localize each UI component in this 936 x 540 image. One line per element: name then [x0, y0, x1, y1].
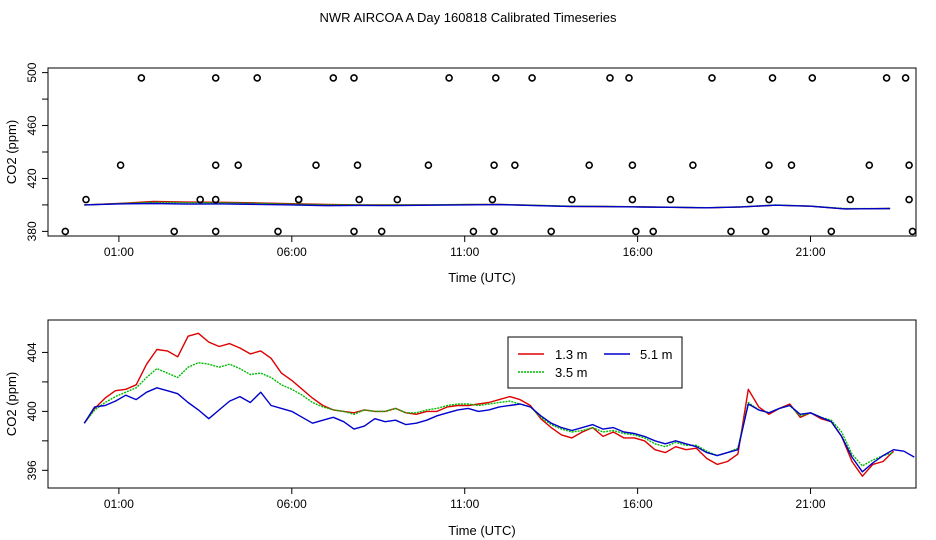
top-scatter-point: [377, 227, 386, 236]
legend-label-3-5m: 3.5 m: [555, 365, 588, 380]
top-scatter-point: [865, 161, 874, 169]
bottom-y-axis-label: CO2 (ppm): [4, 372, 19, 436]
top-scatter-point: [528, 74, 536, 82]
top-scatter-point: [491, 74, 500, 82]
bottom-plot-frame: [47, 319, 917, 489]
top-scatter-point: [170, 227, 178, 236]
chart-legend: 1.3 m 5.1 m 3.5 m: [507, 336, 683, 389]
top-y-axis-label: CO2 (ppm): [4, 120, 19, 184]
bottom-x-tick-label: 06:00: [277, 497, 307, 511]
top-series-5-1-m: [84, 202, 891, 210]
top-scatter-point: [350, 74, 358, 82]
top-scatter-point: [274, 227, 282, 236]
bottom-x-tick-label: 16:00: [623, 497, 653, 511]
legend-box: [507, 336, 683, 389]
top-scatter-point: [547, 227, 556, 236]
top-scatter-point: [625, 74, 633, 82]
top-scatter-point: [846, 195, 855, 204]
top-scatter-point: [294, 195, 303, 204]
top-scatter-point: [689, 161, 697, 169]
top-scatter-point: [393, 195, 402, 204]
top-scatter-point: [908, 227, 917, 236]
top-x-tick-label: 01:00: [104, 245, 134, 259]
legend-label-1-3m: 1.3 m: [555, 347, 588, 362]
top-scatter-point: [312, 161, 320, 169]
legend-label-5-1m: 5.1 m: [640, 347, 673, 362]
bottom-series-5-1-m: [83, 387, 915, 473]
top-scatter-point: [632, 227, 640, 236]
top-scatter-point: [211, 227, 220, 236]
top-scatter-point: [606, 74, 614, 82]
bottom-panel: 01:00 06:00 11:00 16:00 21:00 396 400 404 Time…: [4, 319, 917, 538]
top-scatter-point: [787, 161, 796, 169]
top-scatter-point: [469, 227, 478, 236]
bottom-y-tick-label: 404: [25, 342, 39, 362]
top-x-tick-label: 06:00: [277, 245, 307, 259]
top-scatter-point: [628, 161, 637, 169]
top-scatter-point: [488, 195, 497, 204]
top-y-tick-label: 460: [25, 115, 39, 135]
top-scatter-point: [355, 195, 364, 204]
top-scatter-point: [511, 161, 519, 169]
top-plot-frame: [47, 67, 917, 237]
top-scatter-point: [350, 227, 358, 236]
top-scatter-point: [727, 227, 735, 236]
bottom-x-axis-label: Time (UTC): [448, 523, 515, 538]
top-scatter-point: [585, 161, 594, 169]
top-scatter-point: [424, 161, 433, 169]
top-scatter-point: [329, 74, 338, 82]
top-scatter-point: [353, 161, 362, 169]
top-scatter-point: [253, 74, 262, 82]
top-scatter-point: [211, 161, 220, 169]
top-scatter-point: [568, 195, 576, 204]
top-y-tick-label: 380: [25, 221, 39, 241]
top-scatter-point: [761, 227, 770, 236]
top-x-tick-label: 21:00: [796, 245, 826, 259]
top-scatter-point: [445, 74, 453, 82]
top-x-axis-label: Time (UTC): [448, 270, 515, 285]
top-scatter-point: [901, 74, 910, 82]
top-scatter-point: [61, 227, 70, 236]
top-scatter-point: [768, 74, 777, 82]
bottom-x-tick-label: 21:00: [796, 497, 826, 511]
top-scatter-point: [211, 195, 220, 204]
top-scatter-point: [746, 195, 754, 204]
top-scatter-point: [234, 161, 242, 169]
top-scatter-point: [116, 161, 125, 169]
top-x-tick-label: 16:00: [623, 245, 653, 259]
top-scatter-point: [765, 195, 773, 204]
top-scatter-point: [137, 74, 146, 82]
top-scatter-point: [211, 74, 220, 82]
top-scatter-point: [82, 195, 90, 204]
top-y-tick-label: 420: [25, 168, 39, 188]
top-scatter-point: [628, 195, 637, 204]
top-scatter-point: [649, 227, 658, 236]
top-y-tick-label: 500: [25, 62, 39, 82]
top-scatter-point: [490, 227, 498, 236]
top-scatter-point: [827, 227, 836, 236]
bottom-series-1-3-m: [83, 332, 894, 477]
top-scatter-point: [490, 161, 498, 169]
top-scatter-point: [905, 195, 913, 204]
top-scatter-point: [765, 161, 773, 169]
top-scatter-point: [905, 161, 913, 169]
figure-title: NWR AIRCOA A Day 160818 Calibrated Times…: [319, 10, 617, 25]
top-scatter-point: [808, 74, 817, 82]
bottom-x-tick-label: 01:00: [104, 497, 134, 511]
bottom-y-tick-label: 400: [25, 401, 39, 421]
bottom-y-tick-label: 396: [25, 460, 39, 480]
top-scatter-point: [196, 195, 204, 204]
top-scatter-point: [882, 74, 891, 82]
top-scatter-point: [708, 74, 716, 82]
top-x-tick-label: 11:00: [450, 245, 479, 259]
top-panel: 01:00 06:00 11:00 16:00 21:00 380 420 460 500 T…: [4, 62, 917, 285]
top-scatter-point: [666, 195, 675, 204]
bottom-x-tick-label: 11:00: [450, 497, 479, 511]
bottom-series-3-5-m: [83, 362, 894, 467]
